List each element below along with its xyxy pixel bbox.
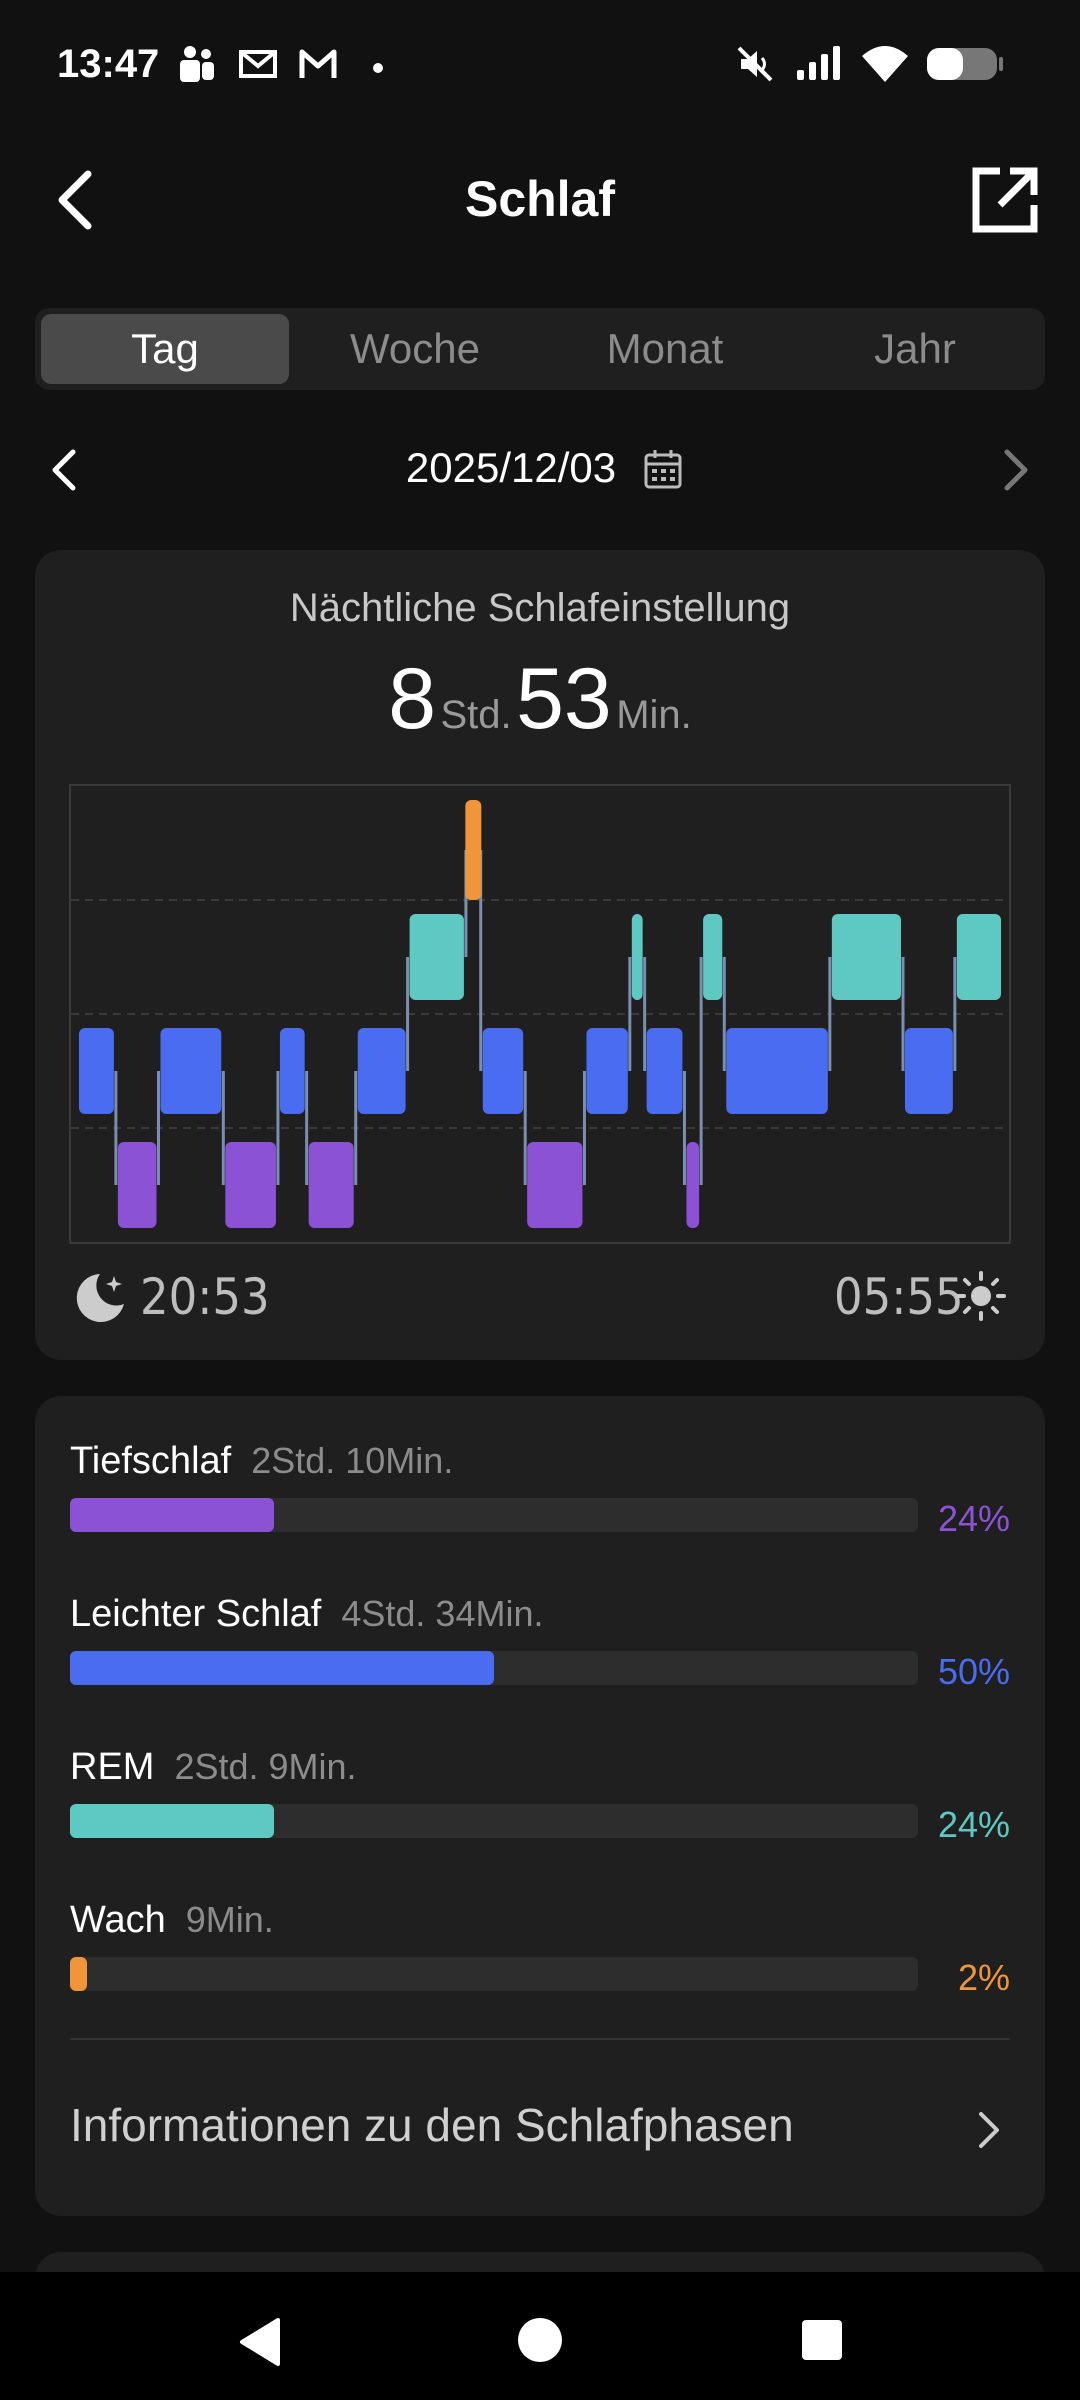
previous-date-button[interactable] — [45, 440, 85, 500]
stage-segment — [686, 1142, 700, 1228]
sleep-duration: 8 Std. 53 Min. — [35, 650, 1045, 749]
stage-segment — [409, 914, 464, 1000]
stage-name: Tiefschlaf — [70, 1440, 232, 1482]
tab-month[interactable]: Monat — [606, 325, 724, 372]
stage-segment — [726, 1028, 828, 1114]
sleep-phases-info-link[interactable]: Informationen zu den Schlafphasen — [70, 2099, 794, 2151]
wifi-icon — [862, 46, 908, 82]
stage-bar — [70, 1498, 918, 1532]
sleep-end-time: 05:55 — [834, 1268, 964, 1326]
battery-icon — [927, 48, 1003, 80]
stage-row-light: Leichter Schlaf 4Std. 34Min. 50% — [70, 1593, 1010, 1693]
tab-week[interactable]: Woche — [350, 325, 480, 372]
moon-icon — [76, 1274, 124, 1322]
stage-percent: 2% — [957, 1957, 1010, 1998]
stage-duration: 4Std. 34Min. — [341, 1593, 544, 1634]
stage-segment — [160, 1028, 222, 1114]
stage-segment — [956, 914, 1001, 1000]
stage-bar — [70, 1804, 918, 1838]
stage-segment — [831, 914, 901, 1000]
stage-name: Leichter Schlaf — [70, 1593, 322, 1635]
stage-segment — [527, 1142, 583, 1228]
stage-segment — [904, 1028, 953, 1114]
sleep-stage-chart — [69, 784, 1011, 1244]
stage-duration: 2Std. 9Min. — [174, 1746, 357, 1787]
date-label: 2025/12/03 — [405, 444, 617, 491]
divider — [70, 2038, 1010, 2040]
tab-day[interactable]: Tag — [41, 314, 289, 384]
stage-segment — [357, 1028, 406, 1114]
stage-row-rem: REM 2Std. 9Min. 24% — [70, 1746, 1010, 1846]
duration-minutes-unit: Min. — [616, 693, 692, 737]
status-bar: 13:47 — [0, 0, 1080, 130]
teams-icon — [180, 46, 214, 82]
stage-duration: 2Std. 10Min. — [251, 1440, 454, 1481]
next-date-button[interactable] — [995, 440, 1035, 500]
stage-bar-fill — [70, 1498, 274, 1532]
stage-percent: 24% — [937, 1804, 1010, 1845]
duration-minutes: 53 — [516, 651, 612, 747]
stage-row-awake: Wach 9Min. 2% — [70, 1899, 1010, 1999]
hypnogram-svg — [71, 800, 1009, 1228]
stage-percent: 24% — [937, 1498, 1010, 1539]
nav-home-button[interactable] — [510, 2310, 570, 2370]
stage-bar — [70, 1957, 918, 1991]
sleep-start-time: 20:53 — [140, 1268, 270, 1326]
period-tabs: Tag Woche Monat Jahr — [35, 308, 1045, 390]
stage-bar-fill — [70, 1957, 87, 1991]
stage-segment — [631, 914, 643, 1000]
gmail-icon — [299, 49, 337, 78]
stage-percent: 50% — [937, 1651, 1010, 1692]
stage-segment — [117, 1142, 157, 1228]
calendar-icon[interactable] — [643, 448, 683, 490]
duration-hours-unit: Std. — [440, 693, 512, 737]
stage-name: Wach — [70, 1899, 166, 1941]
stage-segment — [308, 1142, 354, 1228]
stage-segment — [225, 1142, 276, 1228]
nav-recents-button[interactable] — [794, 2312, 850, 2368]
nav-back-button[interactable] — [230, 2312, 290, 2372]
stage-bar — [70, 1651, 918, 1685]
stage-name: REM — [70, 1746, 155, 1788]
sleep-summary-subtitle: Nächtliche Schlafeinstellung — [289, 586, 791, 630]
share-button[interactable] — [970, 165, 1040, 235]
page-title: Schlaf — [464, 171, 616, 227]
status-time: 13:47 — [57, 42, 160, 86]
mute-icon — [737, 46, 773, 82]
back-button[interactable] — [50, 160, 100, 240]
stage-segment — [586, 1028, 628, 1114]
stage-segment — [279, 1028, 305, 1114]
notification-dot-icon — [373, 63, 383, 73]
stage-segment — [703, 914, 723, 1000]
sun-icon — [956, 1271, 1006, 1321]
signal-icon — [797, 46, 840, 80]
tab-year[interactable]: Jahr — [874, 325, 956, 372]
chevron-right-icon[interactable] — [975, 2108, 1005, 2152]
mail-icon — [239, 50, 277, 78]
stage-bar-fill — [70, 1804, 274, 1838]
stage-segment — [465, 800, 482, 900]
stage-row-deep: Tiefschlaf 2Std. 10Min. 24% — [70, 1440, 1010, 1540]
duration-hours: 8 — [388, 651, 437, 747]
system-nav-bar — [0, 2272, 1080, 2400]
stage-duration: 9Min. — [185, 1899, 274, 1940]
stage-segment — [79, 1028, 114, 1114]
stage-segment — [646, 1028, 683, 1114]
stage-segment — [482, 1028, 524, 1114]
stage-bar-fill — [70, 1651, 494, 1685]
